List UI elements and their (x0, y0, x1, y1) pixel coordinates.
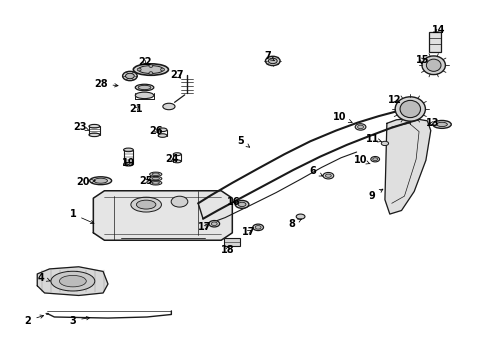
Text: 17: 17 (241, 227, 255, 237)
Ellipse shape (122, 71, 137, 81)
Ellipse shape (89, 125, 100, 128)
Ellipse shape (235, 201, 248, 208)
Ellipse shape (399, 100, 420, 118)
Text: 21: 21 (129, 104, 142, 114)
Ellipse shape (163, 103, 175, 110)
Ellipse shape (133, 64, 168, 75)
Ellipse shape (426, 59, 440, 71)
Ellipse shape (238, 202, 245, 207)
Text: 13: 13 (425, 118, 438, 128)
Ellipse shape (123, 148, 133, 152)
Ellipse shape (252, 224, 263, 230)
Ellipse shape (149, 172, 162, 176)
Ellipse shape (173, 160, 181, 163)
Text: 28: 28 (94, 79, 118, 89)
Text: 4: 4 (38, 273, 50, 283)
Ellipse shape (381, 141, 388, 145)
Ellipse shape (173, 153, 181, 156)
Text: 6: 6 (309, 166, 322, 176)
Text: 25: 25 (139, 176, 152, 186)
Ellipse shape (152, 181, 159, 184)
Text: 20: 20 (76, 177, 95, 187)
Text: 10: 10 (353, 155, 369, 165)
FancyBboxPatch shape (224, 238, 239, 246)
Text: 18: 18 (220, 245, 234, 255)
Polygon shape (384, 118, 430, 214)
Text: 22: 22 (138, 57, 151, 67)
Polygon shape (37, 267, 108, 296)
Ellipse shape (136, 200, 156, 209)
Text: 3: 3 (69, 316, 90, 325)
Ellipse shape (149, 181, 162, 185)
Text: 27: 27 (170, 70, 183, 80)
Text: 1: 1 (69, 209, 94, 224)
Ellipse shape (138, 66, 163, 73)
Text: 19: 19 (122, 158, 135, 168)
FancyBboxPatch shape (428, 32, 440, 51)
Circle shape (160, 68, 164, 71)
Ellipse shape (138, 85, 151, 90)
Ellipse shape (323, 172, 333, 179)
Ellipse shape (268, 58, 277, 64)
Text: 8: 8 (288, 219, 301, 229)
Polygon shape (93, 191, 232, 240)
Ellipse shape (152, 177, 159, 180)
Circle shape (137, 68, 141, 71)
Text: 5: 5 (237, 136, 249, 147)
Ellipse shape (421, 56, 445, 75)
Ellipse shape (131, 197, 161, 212)
Ellipse shape (296, 214, 305, 219)
Ellipse shape (370, 157, 379, 162)
Ellipse shape (158, 128, 166, 132)
Ellipse shape (51, 271, 95, 291)
Text: 23: 23 (73, 122, 89, 132)
Ellipse shape (211, 222, 217, 226)
Text: 24: 24 (165, 154, 179, 164)
Ellipse shape (149, 176, 162, 181)
Ellipse shape (357, 125, 363, 129)
Ellipse shape (89, 133, 100, 136)
Text: 9: 9 (368, 189, 382, 201)
Text: 16: 16 (226, 197, 240, 207)
Text: 14: 14 (431, 25, 445, 35)
Ellipse shape (171, 196, 187, 207)
Text: 7: 7 (264, 51, 274, 61)
Ellipse shape (432, 121, 450, 129)
Ellipse shape (158, 134, 166, 137)
Circle shape (149, 64, 153, 67)
Text: 2: 2 (24, 315, 43, 325)
Ellipse shape (208, 221, 219, 227)
Circle shape (149, 72, 153, 75)
Ellipse shape (135, 92, 154, 99)
Ellipse shape (325, 174, 330, 177)
Ellipse shape (255, 226, 261, 229)
Ellipse shape (354, 124, 365, 130)
Ellipse shape (123, 162, 133, 166)
Ellipse shape (89, 177, 111, 185)
Ellipse shape (394, 97, 425, 121)
Text: 15: 15 (415, 55, 428, 65)
Ellipse shape (135, 84, 154, 91)
Ellipse shape (60, 275, 86, 287)
Text: 11: 11 (365, 134, 381, 144)
Text: 12: 12 (387, 95, 401, 105)
Ellipse shape (94, 178, 107, 183)
Ellipse shape (372, 158, 377, 161)
Ellipse shape (125, 73, 134, 79)
Ellipse shape (152, 173, 159, 176)
Ellipse shape (436, 122, 447, 127)
Text: 26: 26 (149, 126, 162, 135)
Ellipse shape (265, 56, 280, 66)
Text: 17: 17 (197, 222, 211, 232)
Text: 10: 10 (332, 112, 351, 123)
